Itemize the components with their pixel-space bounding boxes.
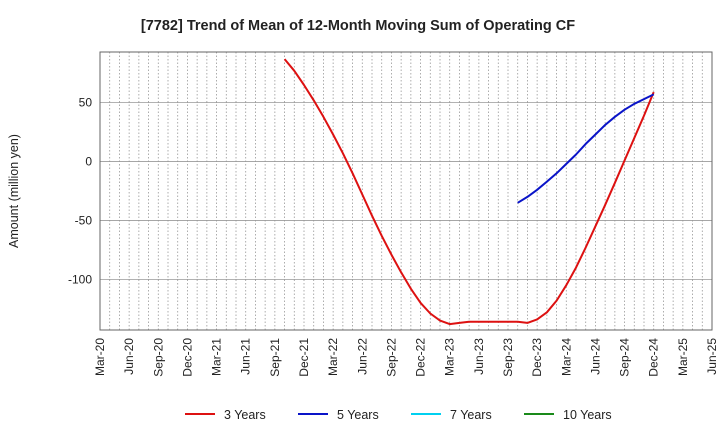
y-axis-label: Amount (million yen) [7, 134, 21, 248]
x-tick-label: Dec-22 [414, 338, 428, 377]
y-tick-label: -100 [68, 272, 92, 286]
x-tick-label: Jun-21 [239, 338, 253, 375]
x-tick-label: Dec-23 [530, 338, 544, 377]
series-layer [283, 58, 655, 326]
x-tick-label: Sep-20 [151, 338, 165, 377]
legend-label: 10 Years [563, 408, 612, 422]
legend-label: 5 Years [337, 408, 379, 422]
x-tick-label: Dec-20 [180, 338, 194, 377]
legend-label: 7 Years [450, 408, 492, 422]
x-axis-ticks: Mar-20 Jun-20 Sep-20 Dec-20 Mar-21 Jun-21 Sep-… [93, 338, 719, 377]
x-tick-label: Dec-24 [647, 338, 661, 377]
x-tick-label: Jun-23 [472, 338, 486, 375]
x-tick-label: Sep-24 [618, 338, 632, 377]
y-tick-label: -50 [75, 213, 93, 227]
x-tick-label: Mar-20 [93, 338, 107, 376]
x-tick-label: Jun-24 [588, 338, 602, 375]
x-tick-label: Jun-22 [355, 338, 369, 375]
y-axis-ticks: 50 0 -50 -100 [68, 96, 92, 287]
x-tick-label: Dec-21 [297, 338, 311, 377]
legend-label: 3 Years [224, 408, 266, 422]
grid [99, 52, 713, 330]
plot-frame [99, 51, 713, 331]
x-tick-label: Mar-24 [559, 338, 573, 376]
x-tick-label: Sep-22 [384, 338, 398, 377]
chart-title: [7782] Trend of Mean of 12-Month Moving … [141, 18, 575, 34]
x-tick-label: Mar-25 [676, 338, 690, 376]
x-tick-label: Mar-23 [443, 338, 457, 376]
x-tick-label: Mar-21 [210, 338, 224, 376]
series-line-5-years [517, 93, 655, 204]
legend: 3 Years 5 Years 7 Years 10 Years [185, 408, 612, 422]
x-tick-label: Jun-25 [705, 338, 719, 375]
y-tick-label: 0 [85, 155, 92, 169]
x-tick-label: Sep-21 [268, 338, 282, 377]
x-tick-label: Mar-22 [326, 338, 340, 376]
series-line-3-years [283, 58, 655, 326]
x-tick-label: Jun-20 [122, 338, 136, 375]
y-tick-label: 50 [79, 96, 93, 110]
x-tick-label: Sep-23 [501, 338, 515, 377]
